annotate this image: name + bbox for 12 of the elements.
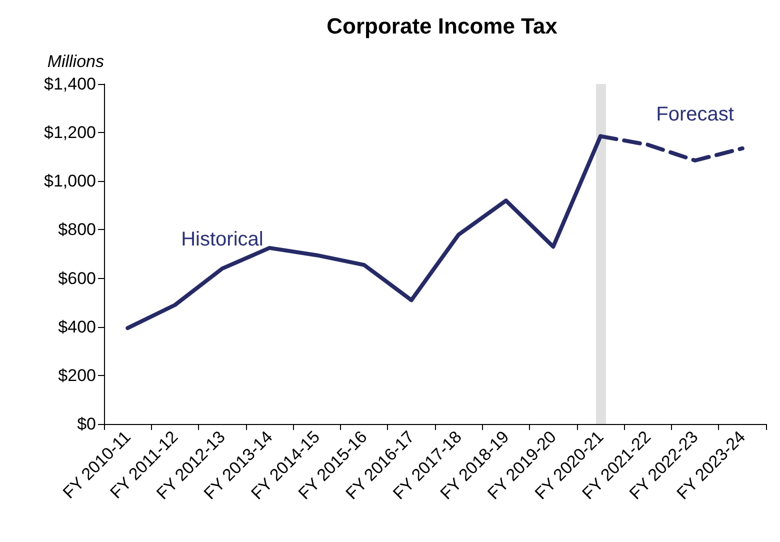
y-tick-label: $1,200 [44,123,96,142]
y-tick-label: $200 [58,366,96,385]
y-tick-label: $600 [58,268,96,288]
series-label: Historical [181,228,264,250]
y-axis-title: Millions [47,52,104,71]
y-tick-label: $0 [77,414,96,434]
y-tick-label: $1,000 [44,172,96,191]
y-tick-label: $1,400 [44,74,96,94]
chart-title: Corporate Income Tax [326,14,558,38]
y-tick-label: $800 [58,220,96,240]
y-tick-label: $400 [58,317,96,336]
series-label: Forecast [656,103,734,126]
